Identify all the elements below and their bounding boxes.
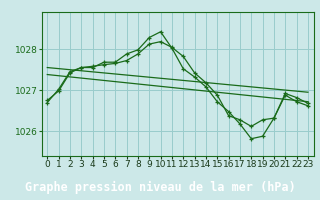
Text: Graphe pression niveau de la mer (hPa): Graphe pression niveau de la mer (hPa)	[25, 180, 295, 194]
